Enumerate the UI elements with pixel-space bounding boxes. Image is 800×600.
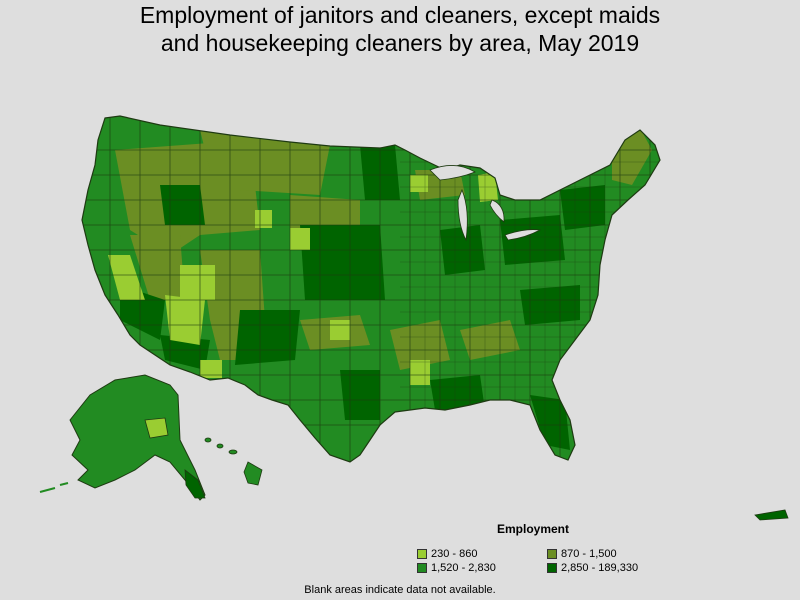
map-title-line-1: Employment of janitors and cleaners, exc… [139,2,661,28]
region-montana [200,130,330,195]
region-east-texas [340,370,380,420]
region-ohio-pennsylvania [500,215,565,265]
region-arkansas [390,320,450,370]
region-california-east [108,255,145,300]
hawaii-kauai [204,437,212,443]
region-new-york [560,185,605,230]
region-carolinas [520,285,580,325]
region-arizona-north [165,295,205,345]
hawaii [204,437,263,486]
legend-label-4: 2,850 - 189,330 [561,562,639,574]
region-kansas-nebraska [300,225,385,300]
legend-swatch-1 [417,549,427,559]
legend-item-3: 1,520 - 2,830 [417,562,496,574]
legend-swatch-3 [417,563,427,573]
lake-erie [504,229,542,241]
legend-title: Employment [497,522,570,536]
conus-outline [81,115,661,463]
lake-superior [429,165,476,181]
legend-label-2: 870 - 1,500 [561,548,617,560]
aleutian-islands [39,482,69,493]
alaska-southeast-area [184,469,206,499]
map-title-line-2: and housekeeping cleaners by area, May 2… [160,30,640,56]
region-wyoming-west [255,210,272,228]
region-nevada [130,235,185,300]
area-borders [82,116,660,462]
hawaii-big-island [243,461,263,486]
legend-swatch-4 [547,563,557,573]
legend-label-3: 1,520 - 2,830 [431,562,496,574]
lake-huron [489,199,505,223]
legend-swatch-2 [547,549,557,559]
region-utah [180,265,215,300]
hawaii-maui [228,449,238,455]
map-title: Employment of janitors and cleaners, exc… [0,0,800,57]
region-idaho-south [160,185,205,225]
lake-michigan [457,188,468,242]
footnote: Blank areas indicate data not available. [304,584,496,596]
great-lakes [429,165,542,242]
legend-item-1: 230 - 860 [417,548,477,560]
alaska [39,374,206,501]
region-oklahoma-west [330,320,350,340]
region-florida [530,395,570,450]
puerto-rico [754,509,789,521]
region-wyoming-east [290,228,310,250]
region-gulf-coast [430,375,485,410]
region-new-mexico-east [235,310,300,365]
legend-item-2: 870 - 1,500 [547,548,617,560]
region-wisconsin-northwest [410,175,428,192]
region-arizona-southeast [200,360,222,378]
region-mississippi [410,360,430,385]
alaska-region [69,374,206,501]
region-colorado-west [200,250,265,320]
alaska-interior-area [144,417,169,439]
legend-item-4: 2,850 - 189,330 [547,562,638,574]
hawaii-oahu [216,443,224,449]
legend-label-1: 230 - 860 [431,548,478,560]
